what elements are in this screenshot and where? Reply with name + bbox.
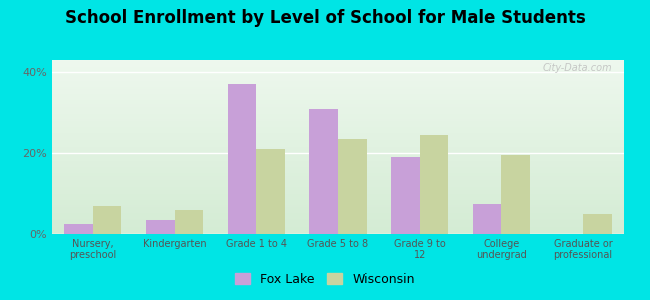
Bar (391, 157, 420, 234)
Bar (501, 155, 530, 234)
Text: City-Data.com: City-Data.com (543, 64, 612, 74)
Bar (227, 84, 256, 234)
Bar (256, 149, 285, 234)
Bar (338, 139, 367, 234)
Bar (93, 206, 122, 234)
Bar (64, 224, 93, 234)
Text: School Enrollment by Level of School for Male Students: School Enrollment by Level of School for… (64, 9, 586, 27)
Bar (583, 214, 612, 234)
Bar (175, 210, 203, 234)
Legend: Fox Lake, Wisconsin: Fox Lake, Wisconsin (230, 268, 420, 291)
Bar (309, 109, 338, 234)
Bar (473, 204, 501, 234)
Bar (420, 135, 448, 234)
Bar (146, 220, 175, 234)
